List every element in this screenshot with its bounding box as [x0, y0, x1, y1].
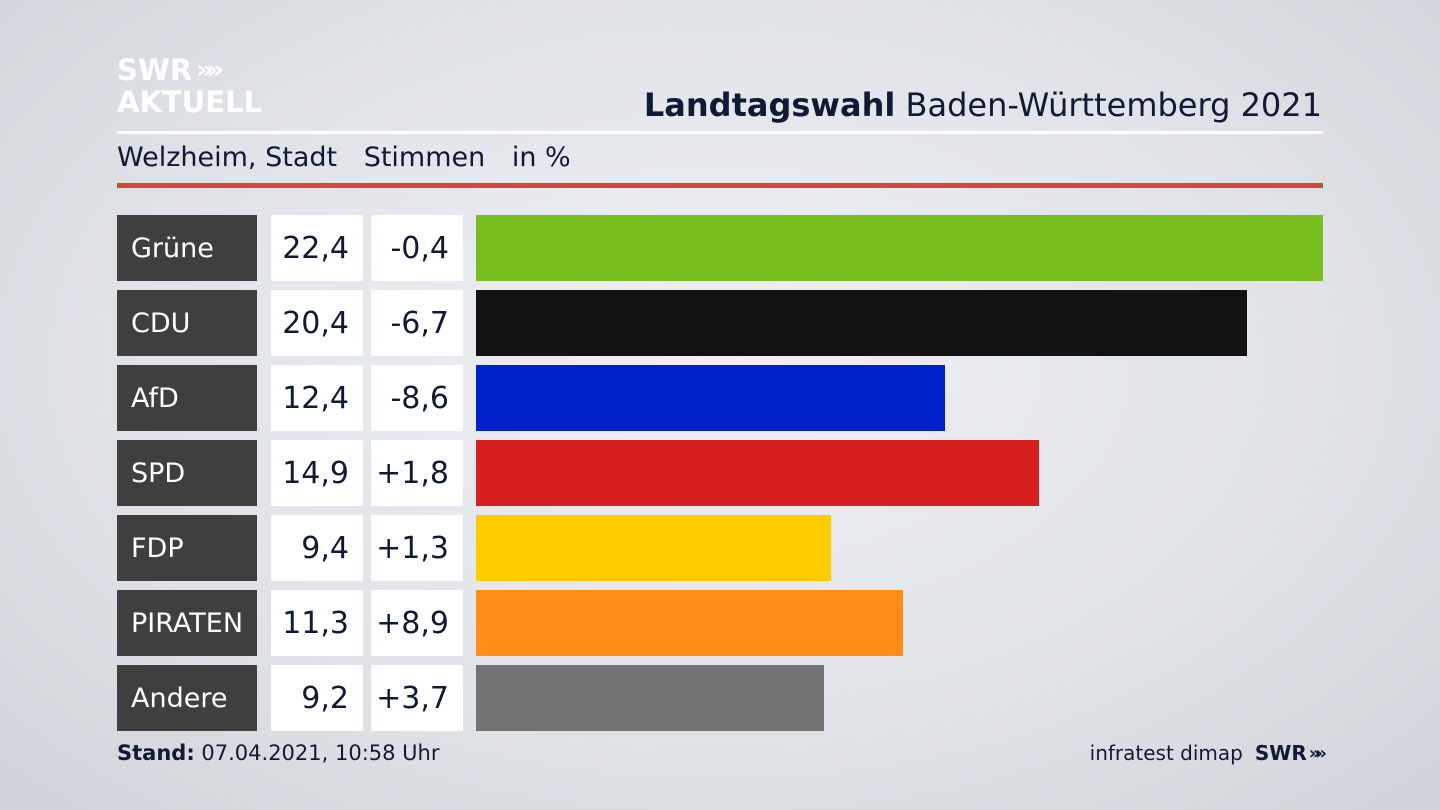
- bar: [476, 365, 945, 431]
- vote-share-value: 20,4: [271, 290, 363, 356]
- vote-change-value: +3,7: [371, 665, 463, 731]
- bar-row: Andere 9,2 +3,7: [117, 665, 1323, 731]
- vote-change-value: -6,7: [371, 290, 463, 356]
- party-label: Andere: [117, 665, 257, 731]
- vote-change-value: +1,8: [371, 440, 463, 506]
- logo-swr: SWR: [117, 53, 193, 87]
- party-label: Grüne: [117, 215, 257, 281]
- logo-aktuell: AKTUELL: [117, 85, 263, 119]
- logo-chevron-icon: »»: [196, 55, 223, 85]
- party-label: FDP: [117, 515, 257, 581]
- vote-share-value: 9,4: [271, 515, 363, 581]
- chart-title: Landtagswahl Baden-Württemberg 2021: [644, 86, 1322, 124]
- bar-row: AfD 12,4 -8,6: [117, 365, 1323, 431]
- bar: [476, 515, 831, 581]
- swr-brand: SWR: [1254, 741, 1307, 765]
- vote-change-value: -8,6: [371, 365, 463, 431]
- subtitle-place: Welzheim, Stadt: [117, 142, 338, 173]
- timestamp: Stand: 07.04.2021, 10:58 Uhr: [117, 741, 440, 765]
- bar: [476, 440, 1039, 506]
- title-bold: Landtagswahl: [643, 86, 896, 124]
- header-divider: [117, 131, 1323, 134]
- swr-aktuell-logo: SWR»» AKTUELL: [117, 54, 262, 118]
- bar-row: CDU 20,4 -6,7: [117, 290, 1323, 356]
- swr-chevron-icon: »»: [1308, 742, 1327, 764]
- bar: [476, 590, 903, 656]
- party-label: SPD: [117, 440, 257, 506]
- bar-row: FDP 9,4 +1,3: [117, 515, 1323, 581]
- party-label: CDU: [117, 290, 257, 356]
- party-label: AfD: [117, 365, 257, 431]
- bar-row: SPD 14,9 +1,8: [117, 440, 1323, 506]
- subtitle-unit: in %: [511, 142, 571, 173]
- party-label: PIRATEN: [117, 590, 257, 656]
- vote-share-value: 9,2: [271, 665, 363, 731]
- vote-share-value: 22,4: [271, 215, 363, 281]
- accent-divider: [117, 183, 1323, 188]
- bar: [476, 290, 1247, 356]
- source-text: infratest dimap: [1089, 741, 1243, 765]
- bar-row: PIRATEN 11,3 +8,9: [117, 590, 1323, 656]
- stand-value: 07.04.2021, 10:58 Uhr: [194, 741, 440, 765]
- subtitle-measure: Stimmen: [363, 142, 486, 173]
- vote-change-value: -0,4: [371, 215, 463, 281]
- title-rest: Baden-Württemberg 2021: [895, 86, 1323, 124]
- stand-label: Stand:: [117, 741, 195, 765]
- vote-change-value: +1,3: [371, 515, 463, 581]
- source-credit: infratest dimap SWR »»: [1089, 741, 1327, 765]
- vote-share-value: 14,9: [271, 440, 363, 506]
- vote-share-value: 11,3: [271, 590, 363, 656]
- chart-subtitle: Welzheim, Stadt Stimmen in %: [117, 142, 589, 173]
- bar-row: Grüne 22,4 -0,4: [117, 215, 1323, 281]
- bar: [476, 665, 824, 731]
- bar: [476, 215, 1323, 281]
- vote-change-value: +8,9: [371, 590, 463, 656]
- vote-share-value: 12,4: [271, 365, 363, 431]
